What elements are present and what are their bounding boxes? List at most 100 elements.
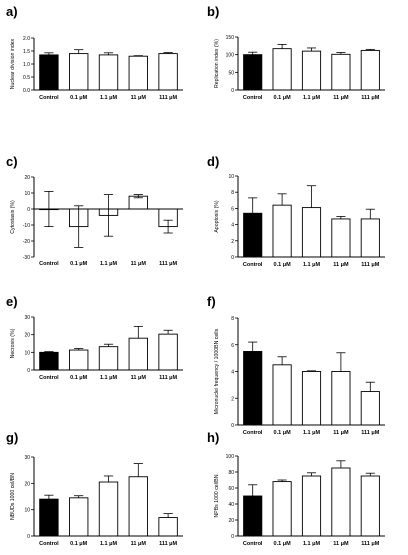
- y-axis-title: NBUDs 1000 cel/BN: [10, 473, 16, 520]
- y-tick-label: 0: [27, 207, 30, 213]
- x-tick-label: Control: [39, 541, 59, 547]
- chart-panel: f) Micronuclei frequency / 1000BN cells Co…: [207, 294, 385, 436]
- panel-label: a): [6, 4, 18, 19]
- bar: [272, 204, 292, 258]
- x-tick-label: 1.1 μM: [100, 541, 118, 547]
- bar: [39, 351, 59, 371]
- x-tick-label: 111 μM: [361, 541, 379, 547]
- bar: [301, 475, 322, 537]
- bar: [272, 481, 292, 537]
- chart-panel: d) Apoptosis (%) Control 0.1 μM 1.1 μM 11 μM 1…: [207, 154, 385, 268]
- bar: [272, 48, 292, 91]
- y-tick-label: 0: [27, 368, 30, 374]
- x-tick-label: 11 μM: [131, 261, 147, 267]
- y-tick-label: 0.5: [23, 75, 30, 81]
- y-tick-label: 40: [228, 502, 234, 508]
- x-tick-label: 0.1 μM: [70, 541, 88, 547]
- x-tick-label: 1.1 μM: [303, 95, 321, 101]
- y-tick-label: 0: [27, 534, 30, 540]
- bar: [331, 467, 351, 537]
- x-tick-label: 0.1 μM: [274, 541, 292, 547]
- x-tick-label: 0.1 μM: [70, 95, 88, 101]
- x-tick-label: 111 μM: [361, 430, 379, 436]
- bar: [39, 54, 59, 91]
- y-tick-label: -10: [23, 223, 30, 229]
- x-tick-label: 1.1 μM: [303, 430, 321, 436]
- chart-panel: a) Nuclear division index Control 0.1 μM 1.1…: [6, 4, 183, 101]
- x-tick-label: 11 μM: [131, 541, 147, 547]
- y-tick-label: -20: [23, 239, 30, 245]
- y-axis-title: Necrosis (%): [10, 328, 16, 358]
- y-tick-label: 0: [231, 423, 234, 429]
- y-tick-label: 4: [231, 223, 234, 229]
- y-tick-label: 0: [231, 88, 234, 94]
- bar: [69, 349, 89, 371]
- x-tick-label: 11 μM: [131, 375, 147, 381]
- y-tick-label: 1.5: [23, 49, 30, 55]
- y-tick-label: 8: [231, 190, 234, 196]
- x-tick-label: 1.1 μM: [303, 541, 321, 547]
- chart-panel: b) Replication index (%) Control 0.1 μM 1.1 …: [207, 4, 385, 101]
- y-tick-label: 10: [24, 508, 30, 514]
- x-tick-label: 111 μM: [159, 541, 177, 547]
- y-tick-label: 1.0: [23, 62, 30, 68]
- y-tick-label: 2: [231, 239, 234, 245]
- x-tick-label: Control: [39, 95, 59, 101]
- y-tick-label: 100: [226, 53, 235, 59]
- x-tick-label: 1.1 μM: [100, 375, 118, 381]
- bar: [158, 333, 178, 371]
- x-tick-label: 0.1 μM: [274, 430, 292, 436]
- panel-label: f): [207, 294, 216, 309]
- x-tick-label: 11 μM: [131, 95, 147, 101]
- x-tick-label: 1.1 μM: [100, 261, 118, 267]
- x-tick-label: 111 μM: [159, 375, 177, 381]
- x-tick-label: 0.1 μM: [70, 261, 88, 267]
- bar: [272, 364, 292, 426]
- x-tick-label: 0.1 μM: [274, 95, 292, 101]
- x-tick-label: Control: [243, 262, 263, 268]
- bar: [243, 54, 263, 91]
- bar: [360, 475, 380, 537]
- bar: [301, 371, 322, 426]
- y-tick-label: 0: [231, 534, 234, 540]
- bar: [98, 481, 119, 537]
- x-tick-label: 11 μM: [333, 95, 349, 101]
- bar: [243, 495, 263, 537]
- bar: [158, 53, 178, 91]
- bar: [243, 212, 263, 258]
- y-tick-label: 30: [24, 315, 30, 321]
- y-tick-label: 150: [226, 35, 235, 41]
- panel-label: d): [207, 154, 219, 169]
- bar: [301, 50, 322, 91]
- bar: [158, 517, 178, 537]
- chart-panel: h) NPBs 1000 cel/BN Control 0.1 μM 1.1 μM 11 …: [207, 430, 385, 547]
- bar: [39, 498, 59, 537]
- x-tick-label: Control: [39, 261, 59, 267]
- y-tick-label: 8: [231, 316, 234, 322]
- x-tick-label: 111 μM: [361, 262, 379, 268]
- panel-label: b): [207, 4, 219, 19]
- bar: [128, 55, 148, 91]
- x-tick-label: 111 μM: [159, 261, 177, 267]
- panel-label: h): [207, 430, 219, 445]
- x-tick-label: 0.1 μM: [70, 375, 88, 381]
- y-tick-label: 80: [228, 470, 234, 476]
- y-tick-label: 10: [24, 191, 30, 197]
- y-tick-label: 4: [231, 370, 234, 376]
- panel-label: c): [6, 154, 18, 169]
- bar: [360, 49, 380, 91]
- y-tick-label: 20: [228, 518, 234, 524]
- bar: [69, 53, 89, 91]
- bar: [69, 497, 89, 537]
- x-tick-label: 11 μM: [333, 541, 349, 547]
- panel-label: g): [6, 430, 18, 445]
- bar: [331, 371, 351, 426]
- bar: [98, 346, 119, 371]
- y-tick-label: 30: [24, 455, 30, 461]
- y-axis-title: Replication index (%): [214, 39, 220, 88]
- x-tick-label: Control: [243, 95, 263, 101]
- y-tick-label: 2: [231, 396, 234, 402]
- bar: [360, 218, 380, 258]
- chart-panel: c) Cytostasis (%) Control 0.1 μM 1.1 μM 11 μM…: [6, 154, 183, 267]
